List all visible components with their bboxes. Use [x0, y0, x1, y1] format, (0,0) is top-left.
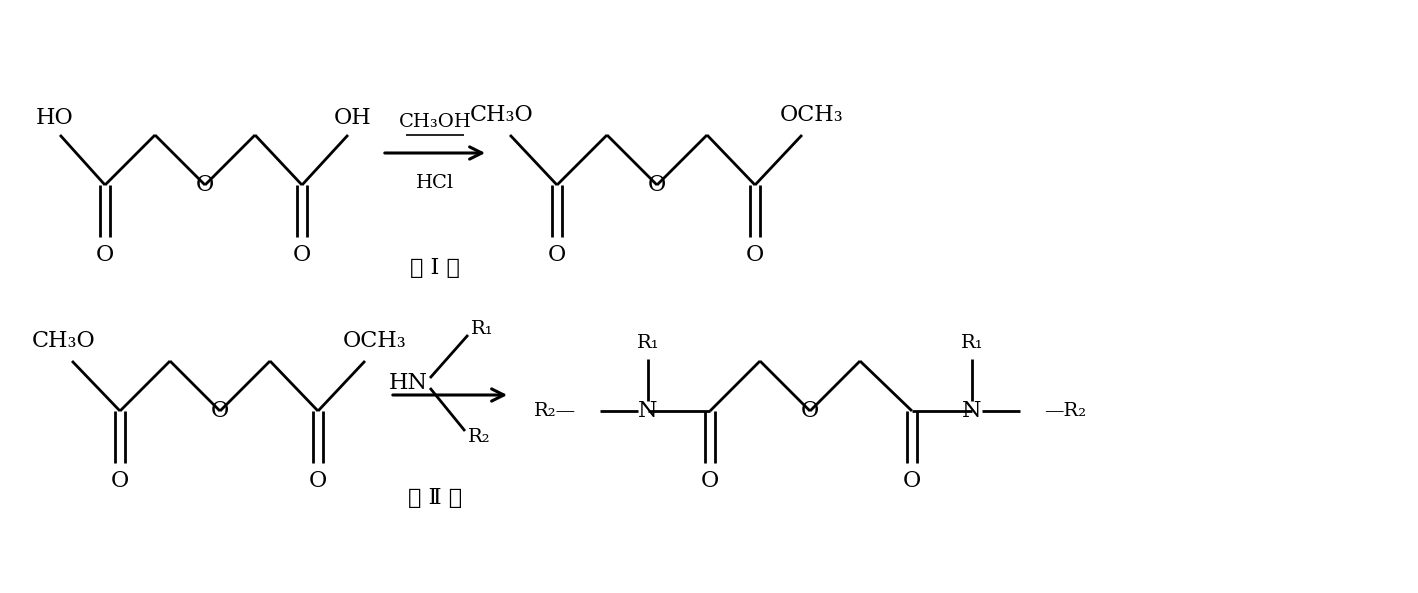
Text: O: O [746, 244, 764, 266]
Text: OCH₃: OCH₃ [343, 330, 407, 352]
Text: R₁: R₁ [637, 334, 659, 352]
Text: —R₂: —R₂ [1044, 402, 1086, 420]
Text: O: O [903, 470, 922, 492]
Text: OH: OH [335, 107, 372, 129]
Text: O: O [547, 244, 566, 266]
Text: CH₃O: CH₃O [33, 330, 96, 352]
Text: O: O [196, 174, 214, 196]
Text: OCH₃: OCH₃ [780, 104, 844, 126]
Text: （ Ⅱ ）: （ Ⅱ ） [408, 487, 462, 509]
Text: N: N [638, 400, 658, 422]
Text: CH₃O: CH₃O [471, 104, 533, 126]
Text: O: O [111, 470, 129, 492]
Text: O: O [309, 470, 328, 492]
Text: O: O [294, 244, 311, 266]
Text: O: O [700, 470, 719, 492]
Text: HO: HO [35, 107, 74, 129]
Text: O: O [801, 400, 820, 422]
Text: HN: HN [389, 372, 428, 394]
Text: R₂: R₂ [468, 428, 491, 446]
Text: R₁: R₁ [960, 334, 983, 352]
Text: R₂—: R₂— [533, 402, 576, 420]
Text: R₁: R₁ [471, 320, 493, 338]
Text: N: N [963, 400, 981, 422]
Text: O: O [648, 174, 666, 196]
Text: （ Ⅰ ）: （ Ⅰ ） [410, 257, 459, 279]
Text: CH₃OH: CH₃OH [398, 113, 471, 131]
Text: HCl: HCl [415, 174, 454, 192]
Text: O: O [211, 400, 230, 422]
Text: O: O [96, 244, 113, 266]
